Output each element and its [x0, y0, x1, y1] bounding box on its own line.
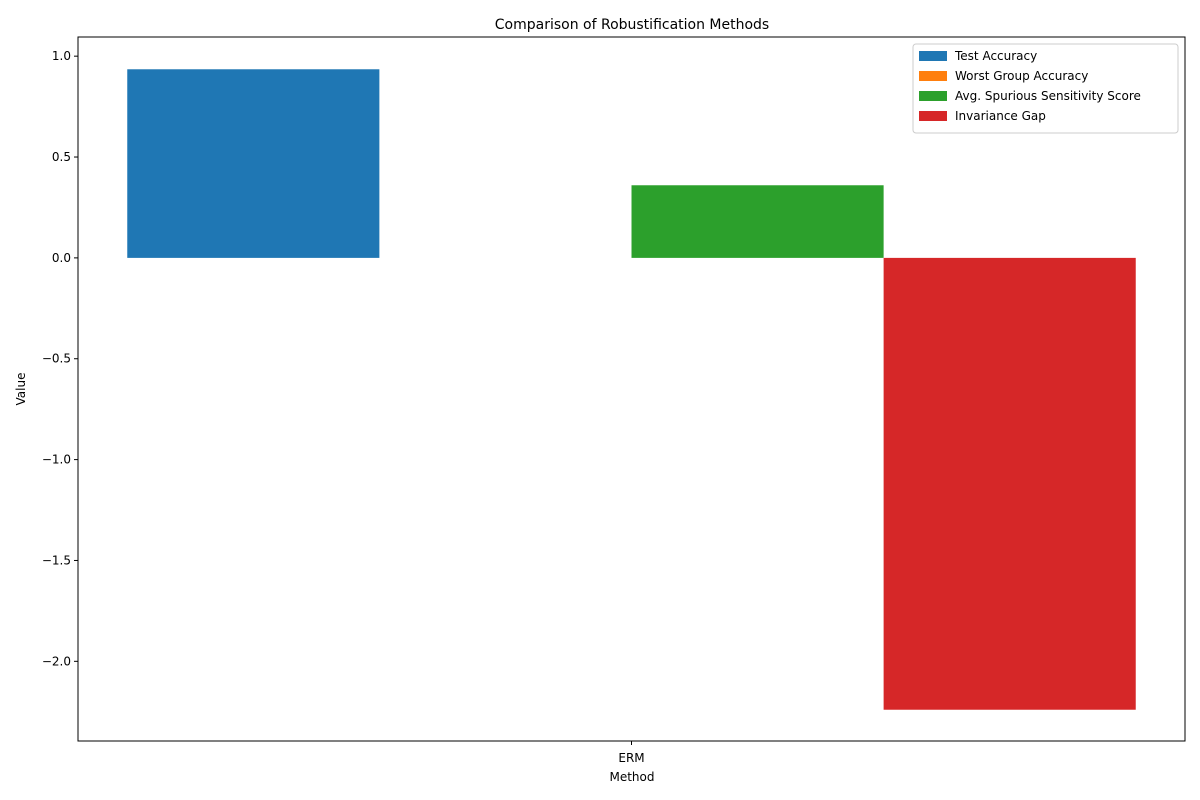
bar-avg-spurious-sensitivity-score-erm	[631, 185, 884, 258]
legend-swatch	[919, 71, 947, 81]
legend-swatch	[919, 111, 947, 121]
y-axis: −2.0 −1.5 −1.0 −0.5 0.0 0.5 1.0	[42, 49, 78, 668]
y-tick-label: 0.0	[52, 251, 71, 265]
y-tick-label: −1.5	[42, 553, 71, 567]
legend: Test Accuracy Worst Group Accuracy Avg. Sp…	[912, 43, 1179, 134]
legend-label: Test Accuracy	[954, 49, 1037, 63]
legend-label: Invariance Gap	[955, 109, 1046, 123]
y-tick-label: 1.0	[52, 49, 71, 63]
legend-swatch	[919, 91, 947, 101]
y-axis-title: Value	[14, 373, 28, 406]
legend-swatch	[919, 51, 947, 61]
y-tick-label: −1.0	[42, 453, 71, 467]
bar-test-accuracy-erm	[127, 69, 380, 258]
legend-label: Worst Group Accuracy	[955, 69, 1088, 83]
legend-frame	[912, 43, 1179, 134]
y-tick-label: −2.0	[42, 654, 71, 668]
x-axis-title: Method	[609, 770, 654, 784]
x-tick-label: ERM	[618, 751, 644, 765]
y-tick-label: 0.5	[52, 150, 71, 164]
x-axis: ERM	[618, 741, 645, 765]
bar-invariance-gap-erm	[883, 257, 1136, 710]
legend-label: Avg. Spurious Sensitivity Score	[955, 89, 1141, 103]
plot-area	[127, 69, 1136, 710]
y-tick-label: −0.5	[42, 352, 71, 366]
chart-title: Comparison of Robustification Methods	[495, 17, 769, 33]
